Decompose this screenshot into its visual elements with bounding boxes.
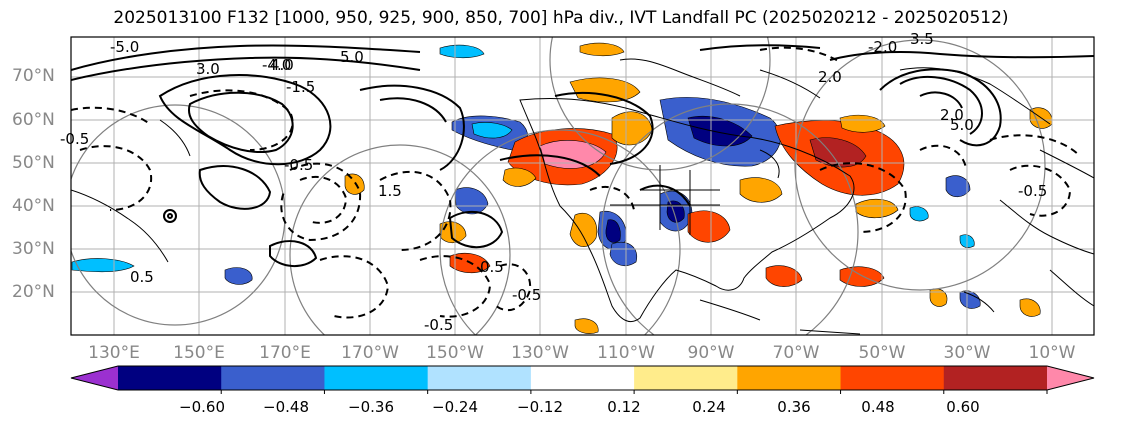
- contour-label: 2.0: [940, 106, 964, 124]
- colorbar-segment: [634, 366, 738, 390]
- lon-label: 170°E: [259, 343, 311, 363]
- colorbar-tick-label: −0.12: [517, 398, 563, 416]
- coastlines: [71, 58, 1094, 335]
- contour-label: 3.0: [196, 60, 220, 78]
- lat-label: 60°N: [12, 110, 55, 130]
- colorbar-segment: [840, 366, 945, 390]
- contour-label: 1.5: [378, 182, 402, 200]
- contour-label: -2.0: [868, 38, 897, 56]
- lon-label: 170°W: [341, 343, 399, 363]
- contour-label: -0.5: [60, 130, 89, 148]
- contour-label: 5.0: [340, 48, 364, 66]
- lat-label: 30°N: [12, 239, 55, 259]
- figure-title: 2025013100 F132 [1000, 950, 925, 900, 85…: [113, 8, 1009, 28]
- contour-label: -0.5: [284, 156, 313, 174]
- colorbar-tick-label: −0.24: [432, 398, 478, 416]
- contour-label: -0.5: [424, 316, 453, 334]
- contour-label: 2.0: [818, 68, 842, 86]
- contour-label: 3.5: [910, 30, 934, 48]
- negative-contours: [71, 46, 1081, 319]
- lat-label: 70°N: [12, 66, 55, 86]
- lon-label: 70°W: [772, 343, 820, 363]
- colorbar-segment: [530, 366, 635, 390]
- lat-label: 20°N: [12, 282, 55, 302]
- lon-label: 150°E: [173, 343, 225, 363]
- colorbar-segment: [737, 366, 842, 390]
- contour-label: -1.5: [286, 78, 315, 96]
- colorbar-tick-label: −0.60: [179, 398, 225, 416]
- colorbar-tick-label: −0.48: [263, 398, 309, 416]
- lon-label: 130°W: [511, 343, 569, 363]
- colorbar-segment: [118, 366, 222, 390]
- colorbar-tick-label: −0.36: [348, 398, 394, 416]
- colorbar-extend-low: [71, 366, 118, 390]
- contour-label: 0.5: [130, 268, 154, 286]
- lon-label: 150°W: [426, 343, 484, 363]
- lon-label: 110°W: [597, 343, 655, 363]
- contours: [71, 44, 1094, 267]
- lon-label: 10°W: [1028, 343, 1076, 363]
- lat-label: 50°N: [12, 153, 55, 173]
- contour-label: -4.0: [262, 56, 291, 74]
- contour-labels: -5.0 -4.0 -2.0 -1.5 -0.5 -0.5 -0.5 -0.5 …: [60, 30, 1047, 334]
- lon-label: 90°W: [687, 343, 735, 363]
- colorbar-tick-label: 0.48: [861, 398, 895, 416]
- map-frame: [70, 36, 1095, 336]
- contour-label: -5.0: [110, 38, 139, 56]
- colorbar-tick-label: 0.36: [777, 398, 811, 416]
- colorbar: [70, 365, 1095, 394]
- contour-label: -0.5: [1018, 182, 1047, 200]
- lon-label: 30°W: [943, 343, 991, 363]
- colorbar-outline: [70, 365, 1095, 391]
- contour-label: 4.0: [270, 56, 294, 74]
- colorbar-extend-high: [1047, 366, 1094, 390]
- colorbar-segment: [221, 366, 325, 390]
- contour-label: 5.0: [950, 116, 974, 134]
- shaded-fields: [71, 42, 1053, 334]
- colorbar-tick-label: 0.60: [946, 398, 980, 416]
- contour-label: -0.5: [512, 286, 541, 304]
- colorbar-tick-label: 0.12: [607, 398, 641, 416]
- colorbar-segment: [324, 366, 429, 390]
- colorbar-segment: [943, 366, 1048, 390]
- lon-label: 130°E: [88, 343, 140, 363]
- colorbar-segment: [427, 366, 532, 390]
- colorbar-tick-label: 0.24: [692, 398, 726, 416]
- lon-label: 50°W: [858, 343, 906, 363]
- contour-label: 0.5: [480, 258, 504, 276]
- lat-label: 40°N: [12, 196, 55, 216]
